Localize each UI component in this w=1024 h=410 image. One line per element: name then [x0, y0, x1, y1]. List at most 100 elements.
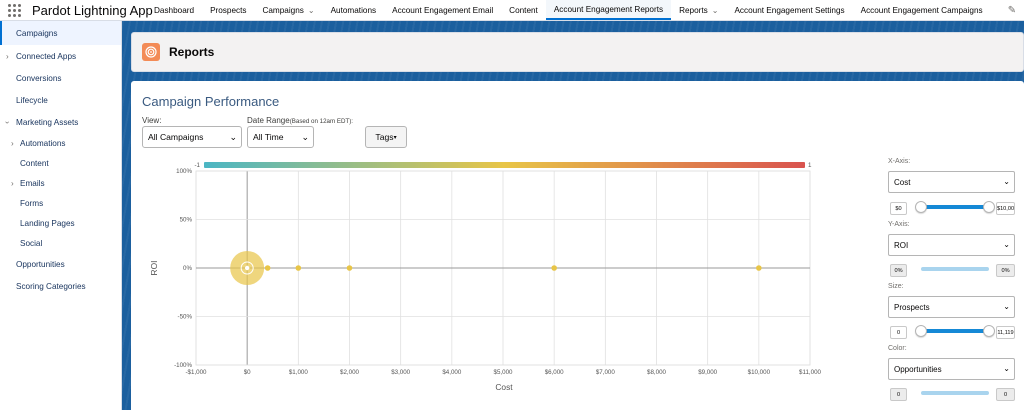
sidebar-item-label: Emails: [20, 178, 45, 188]
x-tick-label: $9,000: [698, 369, 717, 376]
sidebar-item-lifecycle[interactable]: Lifecycle: [0, 89, 121, 111]
date-range-select[interactable]: All Time ⌄: [247, 126, 314, 148]
sidebar-item-opportunities[interactable]: Opportunities: [0, 253, 121, 275]
sidebar-item-forms[interactable]: Forms: [0, 193, 121, 213]
x-axis-min: $0: [890, 202, 907, 215]
size-slider[interactable]: [921, 329, 989, 333]
view-label: View:: [142, 116, 162, 125]
app-launcher-icon[interactable]: [0, 0, 28, 20]
size-value: Prospects: [894, 302, 930, 312]
x-axis-slider[interactable]: [921, 205, 989, 209]
data-point[interactable]: [756, 265, 762, 271]
sidebar-item-emails[interactable]: › Emails: [0, 173, 121, 193]
sidebar: Campaigns › Connected Apps Conversions Lifec…: [0, 21, 122, 410]
nav-tab-campaigns[interactable]: Campaigns ⌄: [254, 0, 322, 20]
x-axis-label: X-Axis:: [888, 158, 911, 165]
chevron-down-icon: ⌄: [1003, 177, 1010, 186]
y-tick-label: 50%: [180, 217, 193, 224]
date-range-label: Date Range(Based on 12am EDT):: [247, 116, 353, 125]
data-point[interactable]: [264, 265, 271, 271]
data-point[interactable]: [551, 265, 557, 271]
size-min-handle[interactable]: [915, 325, 927, 337]
color-value: Opportunities: [894, 364, 942, 374]
size-select[interactable]: Prospects ⌄: [888, 296, 1015, 318]
sidebar-item-automations[interactable]: › Automations: [0, 133, 121, 153]
nav-tab-account-engagement-reports[interactable]: Account Engagement Reports: [545, 0, 672, 20]
nav-tab-dashboard[interactable]: Dashboard: [146, 0, 202, 20]
sidebar-item-label: Connected Apps: [16, 51, 77, 61]
x-axis-select[interactable]: Cost ⌄: [888, 171, 1015, 193]
target-icon: [142, 43, 160, 61]
nav-tab-account-engagement-email[interactable]: Account Engagement Email: [384, 0, 501, 20]
nav-tab-prospects[interactable]: Prospects: [202, 0, 254, 20]
date-range-note: (Based on 12am EDT):: [289, 118, 353, 125]
caret-down-icon: ▾: [393, 134, 397, 141]
sidebar-item-connected-apps[interactable]: › Connected Apps: [0, 45, 121, 67]
chevron-down-icon: ⌄: [229, 132, 237, 142]
chevron-right-icon[interactable]: ›: [11, 138, 14, 148]
tags-button[interactable]: Tags ▾: [365, 126, 407, 148]
nav-tab-reports[interactable]: Reports ⌄: [671, 0, 726, 20]
nav-tab-automations[interactable]: Automations: [323, 0, 385, 20]
sidebar-item-label: Marketing Assets: [16, 117, 79, 127]
edit-nav-icon[interactable]: ✎: [1007, 4, 1017, 16]
sidebar-item-campaigns[interactable]: Campaigns: [0, 21, 121, 45]
chevron-down-icon: ⌄: [1003, 364, 1010, 373]
sidebar-item-label: Landing Pages: [20, 218, 75, 228]
nav-tab-label: Account Engagement Email: [392, 5, 494, 15]
data-point[interactable]: [346, 265, 353, 271]
sidebar-item-conversions[interactable]: Conversions: [0, 67, 121, 89]
chevron-right-icon[interactable]: ›: [6, 51, 9, 61]
data-point-ring: [240, 261, 254, 275]
chevron-right-icon[interactable]: ›: [11, 178, 14, 188]
nav-tab-label: Account Engagement Campaigns: [860, 5, 983, 15]
chevron-down-icon: ⌄: [1003, 302, 1010, 311]
size-max: 11,119: [996, 326, 1015, 339]
top-nav: Pardot Lightning App Dashboard Prospects C…: [0, 0, 1024, 21]
sidebar-item-scoring-categories[interactable]: Scoring Categories: [0, 275, 121, 297]
view-select-value: All Campaigns: [148, 132, 204, 142]
nav-tab-content[interactable]: Content: [501, 0, 546, 20]
x-tick-label: $10,000: [748, 369, 771, 376]
sidebar-item-label: Campaigns: [16, 28, 58, 38]
report-card: Campaign Performance View: All Campaigns…: [131, 81, 1024, 410]
y-axis-min: 0%: [890, 264, 907, 277]
data-point[interactable]: [295, 265, 302, 271]
sidebar-item-label: Conversions: [16, 73, 62, 83]
color-label: Color:: [888, 345, 907, 352]
nav-tab-label: Account Engagement Settings: [734, 5, 845, 15]
y-axis-slider[interactable]: [921, 267, 989, 271]
x-tick-label: $8,000: [647, 369, 666, 376]
chevron-down-icon[interactable]: ›: [2, 120, 12, 124]
x-axis-max-handle[interactable]: [983, 201, 995, 213]
nav-tab-account-engagement-campaigns[interactable]: Account Engagement Campaigns: [853, 0, 991, 20]
chevron-down-icon: ⌄: [301, 132, 309, 142]
sidebar-item-content[interactable]: Content: [0, 153, 121, 173]
x-axis-min-handle[interactable]: [915, 201, 927, 213]
view-select[interactable]: All Campaigns ⌄: [142, 126, 242, 148]
nav-tab-account-engagement-settings[interactable]: Account Engagement Settings: [726, 0, 852, 20]
color-slider[interactable]: [921, 391, 989, 395]
sidebar-item-landing-pages[interactable]: Landing Pages: [0, 213, 121, 233]
sidebar-item-marketing-assets[interactable]: › Marketing Assets: [0, 111, 121, 133]
chevron-down-icon[interactable]: ⌄: [711, 5, 719, 15]
x-axis-title: Cost: [495, 382, 513, 392]
page-header: Reports: [131, 32, 1024, 72]
date-range-value: All Time: [253, 132, 284, 142]
data-point-center: [244, 265, 250, 271]
sidebar-item-label: Lifecycle: [16, 95, 48, 105]
nav-tab-label: Reports: [679, 5, 708, 15]
x-tick-label: $0: [244, 369, 251, 376]
y-axis-value: ROI: [894, 240, 909, 250]
y-axis-label: Y-Axis:: [888, 221, 910, 228]
x-tick-label: $6,000: [545, 369, 564, 376]
y-axis-select[interactable]: ROI ⌄: [888, 234, 1015, 256]
chevron-down-icon: ⌄: [1003, 240, 1010, 249]
y-tick-label: -50%: [178, 314, 193, 321]
chevron-down-icon[interactable]: ⌄: [307, 5, 315, 15]
sidebar-item-social[interactable]: Social: [0, 233, 121, 253]
x-tick-label: $11,000: [799, 369, 821, 376]
color-select[interactable]: Opportunities ⌄: [888, 358, 1015, 380]
size-max-handle[interactable]: [983, 325, 995, 337]
color-scale-min-label: -1: [194, 162, 200, 169]
